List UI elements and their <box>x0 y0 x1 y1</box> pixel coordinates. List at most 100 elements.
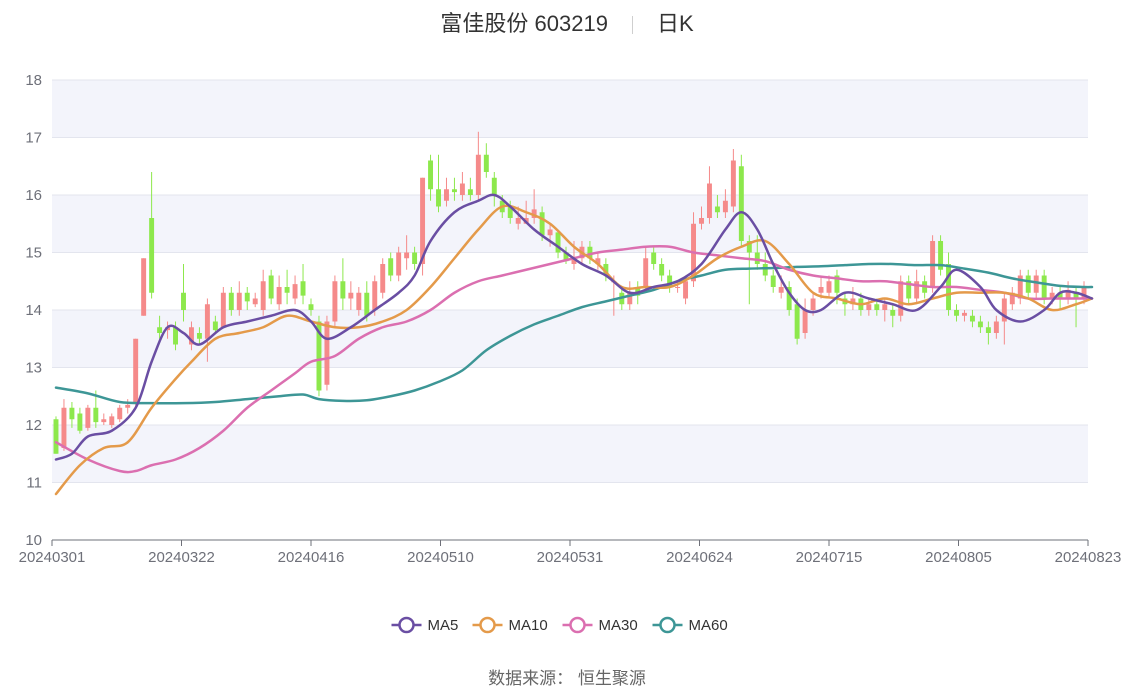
candle-body <box>292 284 298 299</box>
legend-item-ma60[interactable]: MA60 <box>652 616 728 634</box>
stock-code: 603219 <box>534 11 608 36</box>
legend-marker <box>398 616 415 634</box>
candle-body <box>173 327 178 345</box>
candle-body <box>244 292 250 302</box>
legend-label: MA5 <box>428 617 459 634</box>
candle-body <box>1049 292 1055 299</box>
candle-body <box>308 304 314 310</box>
candle-body <box>340 281 346 299</box>
candle-body <box>706 183 712 218</box>
series-line-ma5 <box>54 193 1094 461</box>
candle-body <box>1081 287 1087 299</box>
candle-body <box>324 321 330 385</box>
candle-body <box>268 275 274 299</box>
legend-item-ma5[interactable]: MA5 <box>391 616 459 634</box>
candle-body <box>778 287 784 293</box>
candle-body <box>149 218 155 293</box>
candle-body <box>475 154 481 195</box>
y-tick-label: 11 <box>26 475 42 492</box>
candle-body <box>667 275 673 287</box>
legend-label: MA10 <box>509 617 548 634</box>
candle-body <box>420 177 426 264</box>
candle-body <box>603 264 609 276</box>
y-tick-label: 16 <box>25 187 42 204</box>
series-line-ma60 <box>54 262 1094 405</box>
candle-body <box>1025 275 1031 293</box>
candle-body <box>595 258 601 264</box>
candle-body <box>252 298 258 305</box>
candle-body <box>762 264 768 276</box>
candle-body <box>993 321 999 333</box>
candle-body <box>332 281 338 322</box>
candle-body <box>451 189 457 193</box>
candle-body <box>77 413 83 431</box>
candle-body <box>93 407 99 423</box>
candle-body <box>444 189 449 201</box>
candle-body <box>531 209 537 218</box>
candle-body <box>236 292 242 310</box>
candle-body <box>69 407 75 420</box>
candle-body <box>539 212 545 236</box>
x-tick-label: 20240805 <box>925 549 992 566</box>
candle-body <box>563 252 569 262</box>
y-tick-label: 17 <box>25 130 42 147</box>
candle-body <box>914 281 920 299</box>
legend[interactable]: MA5 MA10 MA30 MA60 <box>391 616 728 634</box>
candle-body <box>683 281 689 299</box>
candle-body <box>954 310 959 316</box>
candle-body <box>196 333 202 339</box>
candle-body <box>85 407 91 428</box>
candle-body <box>555 232 561 253</box>
candle-body <box>212 321 218 331</box>
candle-body <box>571 258 577 264</box>
candle-body <box>436 189 441 207</box>
stock-name: 富佳股份 <box>440 11 529 36</box>
candle-body <box>396 252 402 276</box>
candle-body <box>1017 275 1023 299</box>
moving-average-lines <box>54 193 1094 496</box>
period-label: 日K <box>656 11 694 36</box>
data-source: 数据来源： 恒生聚源 <box>0 664 1134 689</box>
candle-body <box>1001 298 1007 322</box>
candle-body <box>1009 292 1015 305</box>
candle-body <box>699 218 704 224</box>
candle-body <box>372 281 378 310</box>
y-tick-label: 10 <box>25 532 42 549</box>
candle-body <box>412 252 418 264</box>
candle-body <box>977 321 983 328</box>
candle-body <box>770 275 776 287</box>
x-tick-label: 20240510 <box>407 549 474 566</box>
candle-body <box>364 292 370 316</box>
legend-marker <box>479 616 496 634</box>
x-tick-label: 20240715 <box>796 549 863 566</box>
band <box>52 80 1088 138</box>
legend-label: MA30 <box>599 617 638 634</box>
y-tick-label: 14 <box>25 302 42 319</box>
candle-body <box>826 281 832 293</box>
chart-title: 富佳股份 603219 日K <box>0 6 1134 38</box>
band <box>52 425 1088 483</box>
candle-body <box>404 252 410 259</box>
legend-item-ma30[interactable]: MA30 <box>562 616 638 634</box>
legend-marker <box>659 616 676 634</box>
x-tick-label: 20240301 <box>19 549 86 566</box>
candle-body <box>547 229 553 236</box>
candle-body <box>220 292 226 328</box>
candle-body <box>962 312 967 316</box>
candle-body <box>722 200 728 213</box>
candle-body <box>101 419 107 423</box>
candle-body <box>651 252 657 264</box>
legend-item-ma10[interactable]: MA10 <box>472 616 548 634</box>
candle-body <box>260 281 266 310</box>
candle-body <box>491 177 497 195</box>
candle-body <box>587 246 593 259</box>
candle-body <box>316 321 322 391</box>
candle-body <box>125 404 131 408</box>
x-tick-label: 20240624 <box>666 549 733 566</box>
candle-body <box>61 407 67 448</box>
x-axis: 20240301 20240322 20240416 20240510 20240531… <box>19 540 1121 566</box>
candle-body <box>181 292 186 310</box>
candle-body <box>874 304 880 310</box>
candle-body <box>467 189 473 195</box>
